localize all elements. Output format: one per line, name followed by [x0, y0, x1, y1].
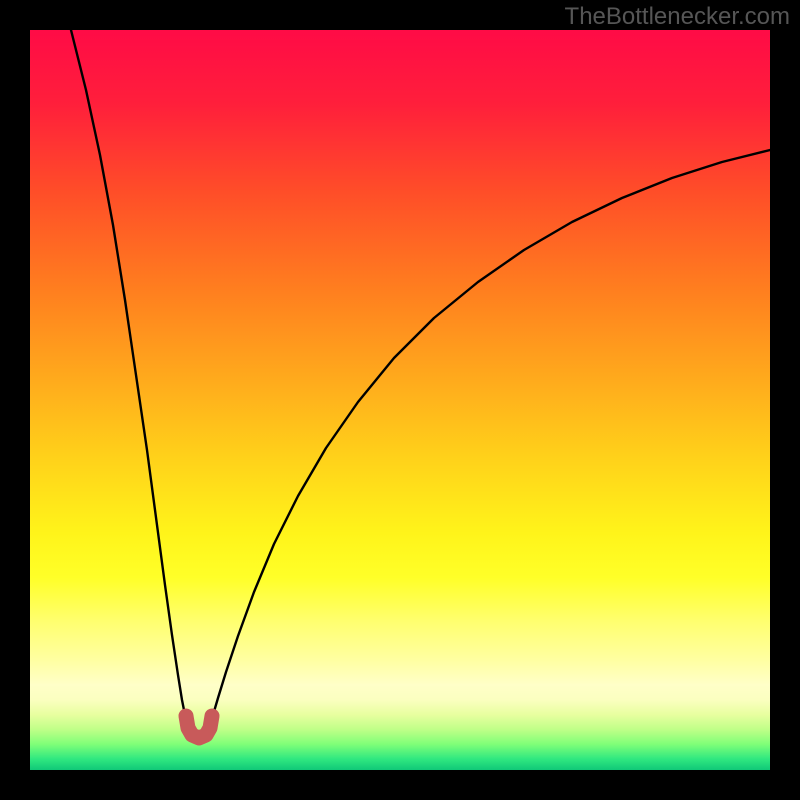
plot-svg — [30, 30, 770, 770]
watermark-text: TheBottlenecker.com — [565, 3, 790, 31]
gradient-background — [30, 30, 770, 770]
plot-area — [30, 30, 770, 770]
